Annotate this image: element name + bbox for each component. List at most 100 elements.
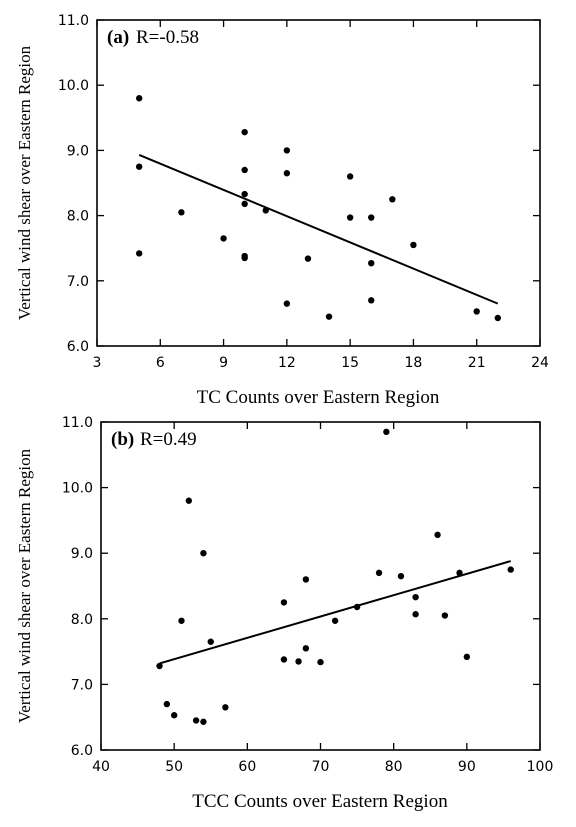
panel-a-data-point xyxy=(178,209,185,216)
panel-a-data-point xyxy=(346,173,354,180)
panel-b-data-point xyxy=(222,704,229,711)
panel-b-y-tick-label: 7.0 xyxy=(71,677,93,693)
panel-b-data-point xyxy=(207,638,214,645)
panel-a-data-point xyxy=(473,308,480,315)
panel-a-x-tick-label: 9 xyxy=(219,355,228,371)
panel-a-correlation: R=-0.58 xyxy=(136,27,199,48)
panel-b-data-point xyxy=(463,653,471,661)
panel-b-data-point xyxy=(163,700,171,708)
panel-b-data-point xyxy=(178,617,185,624)
panel-a-fit-line-group xyxy=(138,154,499,305)
panel-b-x-tick-label: 80 xyxy=(385,759,403,775)
panel-a-data-point xyxy=(283,300,291,307)
panel-a-data-point xyxy=(135,250,143,257)
panel-b-plot-frame xyxy=(100,421,541,751)
panel-a-data-point xyxy=(241,128,248,136)
panel-a-data-point xyxy=(494,314,502,322)
panel-a-x-tick-label: 15 xyxy=(341,355,359,371)
panel-b-y-tick-label: 10.0 xyxy=(62,481,93,497)
panel-b-y-tick-label: 8.0 xyxy=(71,612,93,628)
panel-a-y-tick-label: 11.0 xyxy=(58,13,89,29)
panel-b-points xyxy=(156,428,514,725)
panel-b-fit-line-group xyxy=(159,560,512,665)
panel-a-data-point xyxy=(283,147,291,154)
panel-b-y-axis-title: Vertical wind shear over Eastern Region xyxy=(15,448,34,723)
panel-b-ticks: 40 50 60 70 80 90 100 6.0 7.0 8.0 9.0 10.0 11.0 xyxy=(62,415,554,775)
panel-b-data-point xyxy=(156,662,163,670)
panel-a-data-point xyxy=(368,259,375,267)
panel-b-fit-line xyxy=(159,560,512,665)
panel-a-y-tick-label: 10.0 xyxy=(58,78,89,94)
panel-a-x-tick-label: 12 xyxy=(278,355,296,371)
panel-b-data-point xyxy=(441,612,449,619)
panel-b-x-tick-label: 70 xyxy=(312,759,330,775)
panel-a-y-axis-title: Vertical wind shear over Eastern Region xyxy=(15,45,34,320)
panel-a-data-point xyxy=(410,241,417,249)
panel-a-data-point xyxy=(346,214,354,221)
panel-b-data-point xyxy=(507,566,514,573)
panel-a-data-point xyxy=(368,214,375,221)
panel-a-x-tick-label: 3 xyxy=(93,355,102,371)
panel-b-data-point xyxy=(280,599,288,606)
panel-b-data-point xyxy=(353,603,361,611)
panel-b-data-point xyxy=(317,658,324,666)
panel-b-y-tick-label: 11.0 xyxy=(62,415,93,431)
panel-a-x-tick-label: 6 xyxy=(156,355,165,371)
panel-b-data-point xyxy=(192,717,200,724)
panel-a-ticks: 3 6 9 12 15 18 21 24 6.0 7.0 8.0 9.0 10.0 11.0 xyxy=(58,13,549,371)
panel-b-data-point xyxy=(200,718,207,725)
panel-b-data-point xyxy=(397,572,405,580)
panel-a-data-point xyxy=(241,190,248,198)
panel-b-x-axis-title: TCC Counts over Eastern Region xyxy=(192,791,448,812)
panel-b-y-tick-label: 9.0 xyxy=(71,546,93,562)
panel-a-y-tick-label: 7.0 xyxy=(67,274,89,290)
panel-b-x-tick-label: 100 xyxy=(527,759,554,775)
panel-a-y-tick-label: 8.0 xyxy=(67,209,89,225)
panel-b-data-point xyxy=(375,569,383,577)
panel-a-data-point xyxy=(283,170,291,177)
panel-a-data-point xyxy=(135,95,143,102)
panel-a-x-tick-label: 18 xyxy=(405,355,423,371)
panel-a-data-point xyxy=(220,235,227,242)
panel-a-fit-line xyxy=(138,154,499,305)
panel-b-x-tick-label: 90 xyxy=(458,759,476,775)
panel-b-data-point xyxy=(280,656,288,663)
panel-b-x-tick-label: 60 xyxy=(238,759,256,775)
panel-a-x-tick-label: 24 xyxy=(531,355,549,371)
panel-b-data-point xyxy=(302,576,310,583)
panel-b-y-tick-label: 6.0 xyxy=(71,743,93,759)
panel-b-data-point xyxy=(412,593,419,601)
panel-a-data-point xyxy=(325,313,333,320)
panel-b-data-point xyxy=(295,658,302,665)
panel-b-data-point xyxy=(412,611,419,618)
panel-b-correlation: R=0.49 xyxy=(140,429,197,450)
panel-a-data-point xyxy=(135,163,143,170)
panel-a-data-point xyxy=(241,200,248,208)
panel-a-x-axis-title: TC Counts over Eastern Region xyxy=(197,387,440,408)
panel-a-label: (a) xyxy=(107,27,129,48)
panel-a-data-point xyxy=(389,196,396,203)
panel-b-data-point xyxy=(383,428,390,436)
panel-b-data-point xyxy=(170,712,178,719)
panel-a-x-tick-label: 21 xyxy=(468,355,486,371)
panel-a-points xyxy=(135,95,502,322)
panel-a-scatter-chart: 3 6 9 12 15 18 21 24 6.0 7.0 8.0 9.0 10.0 11.0 (a) R=… xyxy=(15,13,549,408)
panel-a-data-point xyxy=(262,207,269,214)
panel-b-data-point xyxy=(331,617,339,624)
panel-b-data-point xyxy=(434,531,441,539)
panel-a-plot-frame xyxy=(96,19,541,347)
panel-a-data-point xyxy=(241,166,248,174)
panel-b-x-tick-label: 50 xyxy=(165,759,183,775)
panel-b-data-point xyxy=(456,569,463,577)
panel-b-label: (b) xyxy=(111,429,134,450)
panel-b-data-point xyxy=(200,550,207,557)
panel-b-data-point xyxy=(185,497,192,504)
panel-a-data-point xyxy=(241,254,248,262)
panel-a-data-point xyxy=(368,297,375,304)
panel-a-data-point xyxy=(304,255,312,262)
panel-a-y-tick-label: 9.0 xyxy=(67,143,89,159)
panel-b-x-tick-label: 40 xyxy=(92,759,110,775)
panel-a-y-tick-label: 6.0 xyxy=(67,339,89,355)
